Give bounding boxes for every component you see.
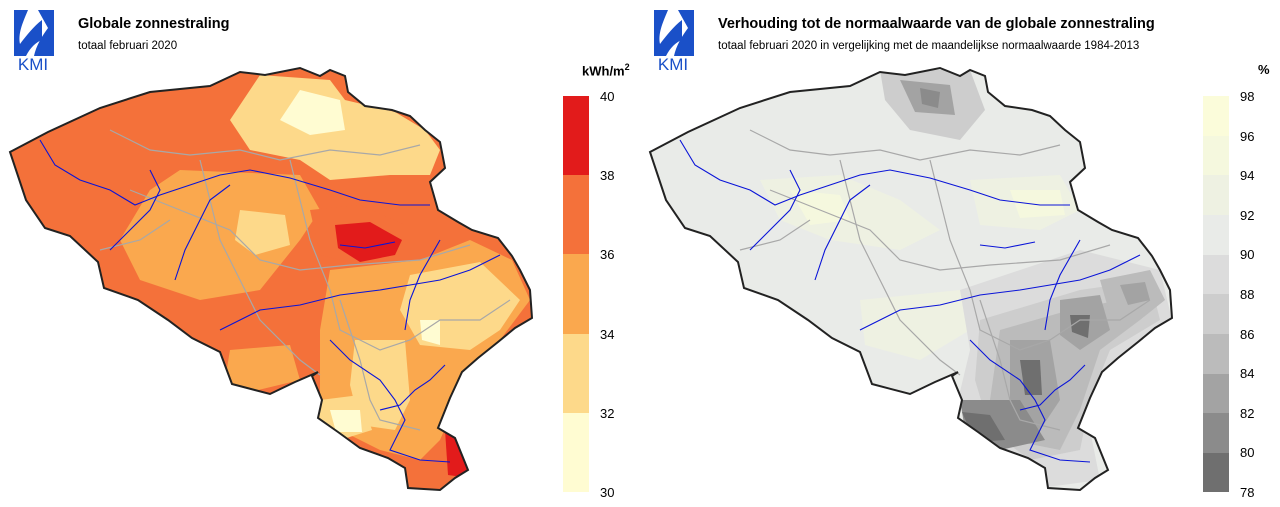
legend-tick: 40 — [600, 89, 615, 104]
legend-tick: 88 — [1240, 287, 1255, 302]
legend-colorbar — [1203, 96, 1229, 492]
left-panel: KMI Globale zonnestraling totaal februar… — [9, 10, 630, 500]
logo-text: KMI — [658, 55, 688, 72]
legend-tick: 30 — [600, 485, 615, 500]
ratio-map — [649, 67, 1173, 491]
legend-swatch — [1203, 215, 1229, 255]
legend-tick: 86 — [1240, 327, 1255, 342]
legend-swatch — [1203, 334, 1229, 374]
map-subtitle: totaal februari 2020 — [78, 40, 178, 52]
legend-tick: 90 — [1240, 247, 1255, 262]
legend-tick: 36 — [600, 247, 615, 262]
legend-tick: 34 — [600, 327, 615, 342]
legend-swatch — [563, 254, 589, 334]
legend-swatch — [1203, 136, 1229, 175]
legend-swatch — [1203, 255, 1229, 294]
legend-unit: kWh/m2 — [582, 62, 630, 79]
legend-swatch — [1203, 175, 1229, 215]
legend-tick: 82 — [1240, 406, 1255, 421]
legend-tick: 98 — [1240, 89, 1255, 104]
right-panel: KMI Verhouding tot de normaalwaarde van … — [640, 0, 1280, 507]
kmi-logo-icon: KMI — [14, 10, 54, 72]
kmi-logo-icon: KMI — [654, 10, 694, 72]
legend-swatch — [563, 334, 589, 413]
logo-text: KMI — [18, 55, 48, 72]
legend-swatch — [1203, 294, 1229, 334]
legend-tick: 92 — [1240, 208, 1255, 223]
legend-swatch — [563, 413, 589, 492]
legend-tick: 84 — [1240, 366, 1255, 381]
legend-colorbar — [563, 96, 589, 492]
radiation-map — [9, 67, 533, 491]
legend-tick: 96 — [1240, 129, 1255, 144]
legend-tick: 94 — [1240, 168, 1255, 183]
map-subtitle: totaal februari 2020 in vergelijking met… — [718, 40, 1140, 52]
legend-tick: 38 — [600, 168, 615, 183]
legend-swatch — [563, 175, 589, 254]
legend-swatch — [563, 96, 589, 175]
legend-tick: 32 — [600, 406, 615, 421]
legend-tick: 78 — [1240, 485, 1255, 500]
legend-swatch — [1203, 96, 1229, 136]
legend-swatch — [1203, 453, 1229, 492]
legend-tick: 80 — [1240, 445, 1255, 460]
legend-swatch — [1203, 374, 1229, 413]
map-title: Globale zonnestraling — [78, 16, 230, 32]
map-title: Verhouding tot de normaalwaarde van de g… — [718, 16, 1155, 32]
legend-unit: % — [1258, 62, 1270, 77]
legend-swatch — [1203, 413, 1229, 453]
